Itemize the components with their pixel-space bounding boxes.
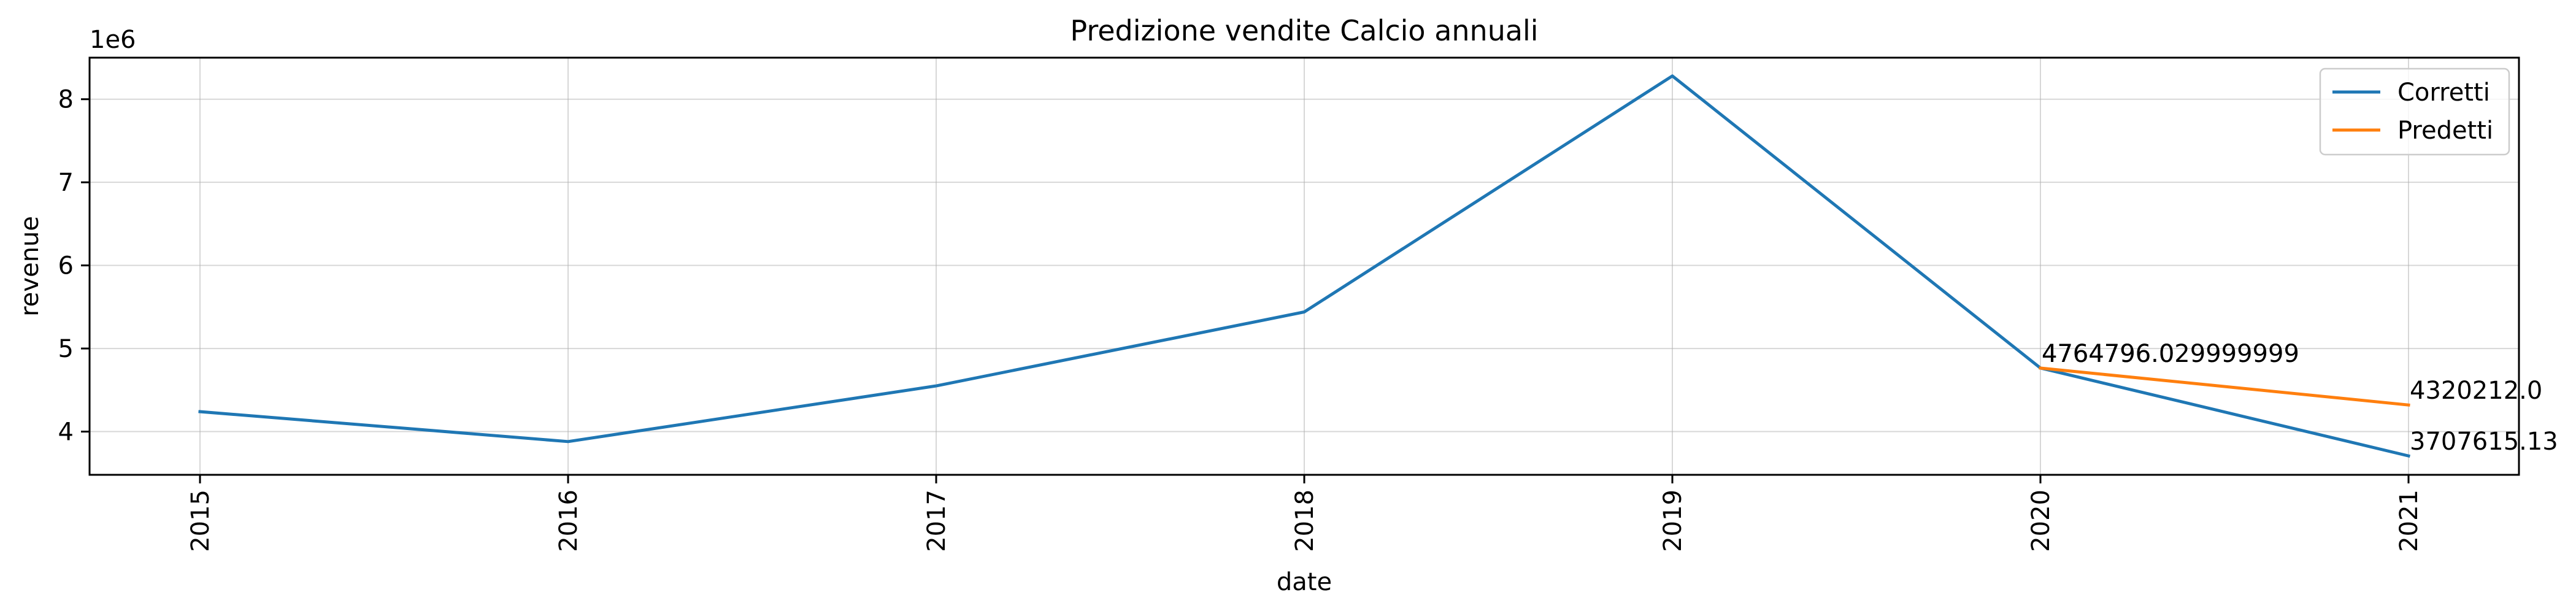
- x-tick-label: 2016: [555, 490, 583, 552]
- x-tick-label: 2018: [1291, 490, 1319, 552]
- x-tick-label: 2021: [2395, 490, 2423, 552]
- series-line-predetti: [2039, 366, 2410, 407]
- x-tick-label: 2019: [1659, 490, 1687, 552]
- legend-label-corretti: Corretti: [2397, 79, 2490, 107]
- data-label: 4320212.0: [2410, 377, 2542, 405]
- plot-area: [198, 74, 2411, 458]
- data-label: 4764796.0: [2042, 340, 2174, 368]
- axis-ticks: 2015 2016 2017 2018 2019 2020 2021 4 5 6 7 8: [58, 86, 2423, 552]
- x-tick-label: 2017: [923, 490, 951, 552]
- y-axis-offset-label: 1e6: [90, 26, 136, 54]
- data-label: 4764796.029999999: [2042, 340, 2299, 368]
- legend-box: [2319, 67, 2510, 156]
- x-axis-label: date: [1277, 568, 1332, 596]
- grid: [90, 58, 2519, 475]
- y-tick-label: 5: [58, 335, 74, 363]
- y-tick-label: 8: [58, 86, 74, 114]
- y-tick-label: 6: [58, 252, 74, 280]
- data-label: 3707615.13: [2410, 428, 2558, 456]
- x-tick-label: 2015: [186, 490, 215, 552]
- y-tick-label: 4: [58, 418, 74, 447]
- legend: Corretti Predetti: [2319, 67, 2510, 156]
- y-axis-label: revenue: [16, 216, 44, 317]
- y-tick-label: 7: [58, 169, 74, 197]
- legend-label-predetti: Predetti: [2397, 117, 2493, 145]
- chart-title: Predizione vendite Calcio annuali: [1070, 14, 1538, 47]
- x-tick-label: 2020: [2027, 490, 2055, 552]
